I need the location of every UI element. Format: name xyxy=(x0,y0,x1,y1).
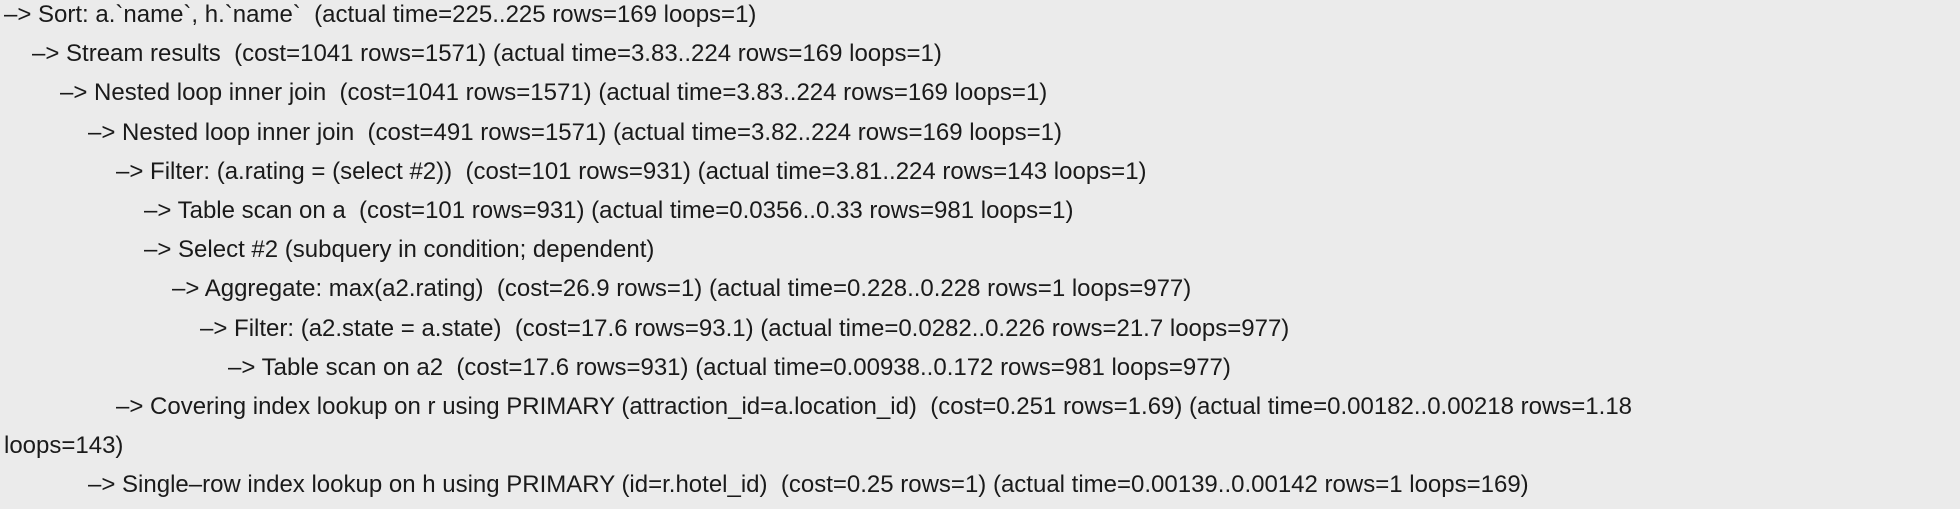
plan-line-single-row-index-lookup: –> Single–row index lookup on h using PR… xyxy=(88,471,1529,499)
explain-analyze-output: –> Sort: a.`name`, h.`name` (actual time… xyxy=(4,0,1954,509)
plan-line-covering-index-lookup-continuation: loops=143) xyxy=(4,432,124,460)
plan-line-filter-state: –> Filter: (a2.state = a.state) (cost=17… xyxy=(200,314,1290,342)
plan-line-covering-index-lookup: –> Covering index lookup on r using PRIM… xyxy=(116,392,1633,420)
plan-line-stream-results: –> Stream results (cost=1041 rows=1571) … xyxy=(32,40,942,68)
plan-line-aggregate: –> Aggregate: max(a2.rating) (cost=26.9 … xyxy=(172,275,1192,303)
plan-line-filter-rating: –> Filter: (a.rating = (select #2)) (cos… xyxy=(116,157,1147,185)
plan-line-nested-loop-join-2: –> Nested loop inner join (cost=491 rows… xyxy=(88,118,1062,146)
plan-line-select-2: –> Select #2 (subquery in condition; dep… xyxy=(144,236,655,264)
plan-line-sort: –> Sort: a.`name`, h.`name` (actual time… xyxy=(4,1,757,28)
plan-line-table-scan-a: –> Table scan on a (cost=101 rows=931) (… xyxy=(144,196,1074,224)
plan-line-nested-loop-join-1: –> Nested loop inner join (cost=1041 row… xyxy=(60,79,1048,107)
plan-line-table-scan-a2: –> Table scan on a2 (cost=17.6 rows=931)… xyxy=(228,353,1231,381)
